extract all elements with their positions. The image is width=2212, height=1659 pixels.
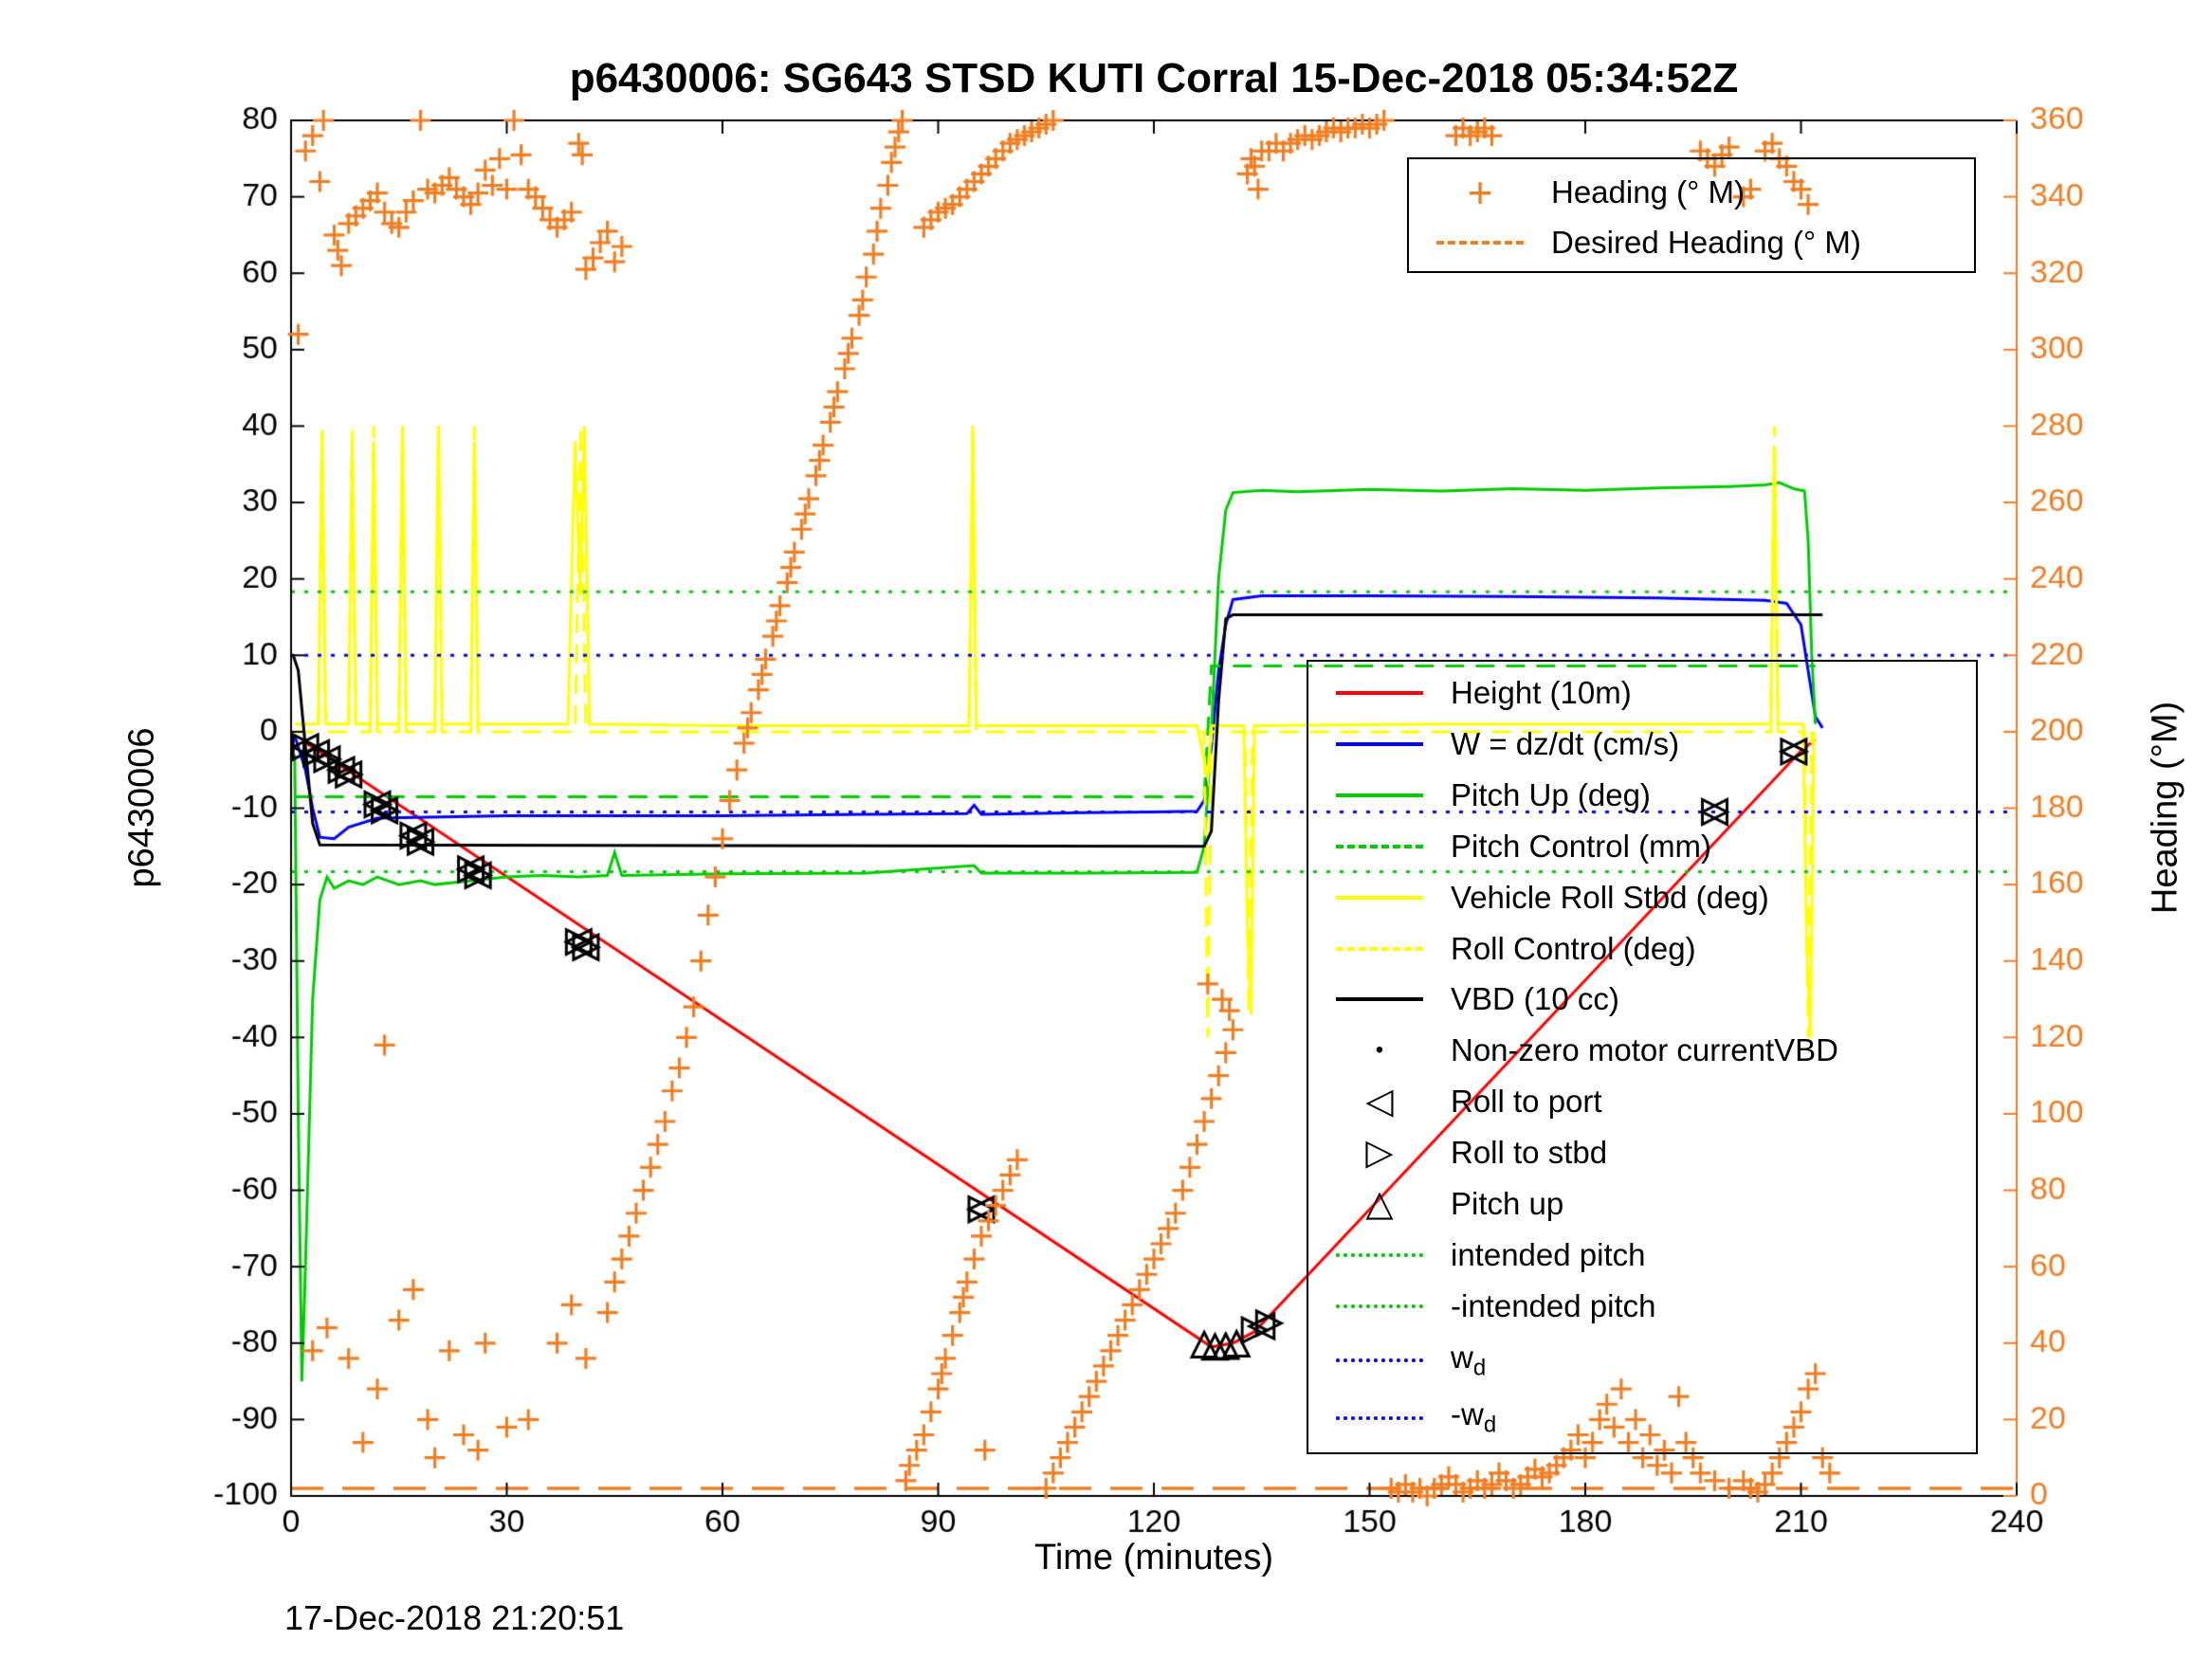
y-right-axis-label: Heading (°M)	[2145, 701, 2185, 915]
legend-label: -intended pitch	[1451, 1288, 1656, 1324]
solid-line-glyph	[1308, 741, 1451, 746]
legend-label: VBD (10 cc)	[1451, 981, 1619, 1017]
legend-item: • Non-zero motor currentVBD	[1308, 1025, 1976, 1076]
legend-label: Non-zero motor currentVBD	[1451, 1032, 1838, 1068]
page-title: p6430006: SG643 STSD KUTI Corral 15-Dec-…	[569, 55, 1739, 101]
plot-timestamp: 17-Dec-2018 21:20:51	[284, 1598, 625, 1637]
legend-label: intended pitch	[1451, 1237, 1646, 1273]
marker-glyph: •	[1375, 1037, 1384, 1064]
legend-item: -intended pitch	[1308, 1281, 1976, 1332]
legend-item: -wd	[1308, 1390, 1976, 1448]
solid-line-glyph	[1308, 895, 1451, 900]
legend-item: ◁ Roll to port	[1308, 1076, 1976, 1127]
legend-item: ▷ Roll to stbd	[1308, 1127, 1976, 1178]
legend-item: Pitch Control (mm)	[1308, 821, 1976, 872]
legend-item: △ Pitch up	[1308, 1178, 1976, 1230]
legend-label: Height (10m)	[1451, 674, 1632, 710]
legend-label: -wd	[1451, 1396, 1497, 1439]
legend-item: Roll Control (deg)	[1308, 923, 1976, 975]
legend-label: Vehicle Roll Stbd (deg)	[1451, 879, 1769, 915]
dotted-line-glyph	[1308, 1415, 1451, 1420]
legend-item: wd	[1308, 1332, 1976, 1390]
heading-legend: + Heading (° M) Desired Heading (° M)	[1407, 157, 1976, 273]
legend-label: W = dz/dt (cm/s)	[1451, 725, 1680, 761]
legend-label: Roll to stbd	[1451, 1135, 1608, 1171]
legend-item: + Heading (° M)	[1409, 165, 1974, 219]
dotted-line-glyph	[1308, 1358, 1451, 1363]
dotted-line-glyph	[1308, 1304, 1451, 1309]
dashed-line-glyph	[1409, 240, 1551, 245]
series-legend: Height (10m) W = dz/dt (cm/s) Pitch Up (de…	[1307, 660, 1978, 1454]
legend-label: Heading (° M)	[1551, 173, 1745, 210]
legend-item: W = dz/dt (cm/s)	[1308, 719, 1976, 770]
legend-label: Pitch Control (mm)	[1451, 828, 1712, 864]
legend-label: Roll to port	[1451, 1084, 1602, 1120]
legend-item: Vehicle Roll Stbd (deg)	[1308, 872, 1976, 923]
legend-label: Pitch up	[1451, 1186, 1564, 1222]
legend-label: Roll Control (deg)	[1451, 930, 1696, 966]
marker-glyph: ◁	[1365, 1082, 1394, 1122]
marker-glyph: △	[1365, 1184, 1394, 1225]
y-left-axis-label: p6430006	[121, 727, 162, 888]
legend-item: VBD (10 cc)	[1308, 975, 1976, 1026]
solid-line-glyph	[1308, 997, 1451, 1002]
marker-glyph: ▷	[1365, 1133, 1394, 1174]
dashed-line-glyph	[1308, 946, 1451, 951]
legend-label: Desired Heading (° M)	[1551, 224, 1861, 260]
legend-item: Desired Heading (° M)	[1409, 219, 1974, 265]
x-axis-label: Time (minutes)	[1034, 1538, 1273, 1577]
legend-label: Pitch Up (deg)	[1451, 776, 1651, 812]
legend-item: Height (10m)	[1308, 667, 1976, 719]
dashed-line-glyph	[1308, 844, 1451, 848]
legend-item: Pitch Up (deg)	[1308, 770, 1976, 821]
solid-line-glyph	[1308, 793, 1451, 797]
marker-glyph: +	[1467, 167, 1493, 217]
solid-line-glyph	[1308, 690, 1451, 695]
legend-item: intended pitch	[1308, 1230, 1976, 1281]
dotted-line-glyph	[1308, 1253, 1451, 1258]
legend-label: wd	[1451, 1339, 1487, 1381]
